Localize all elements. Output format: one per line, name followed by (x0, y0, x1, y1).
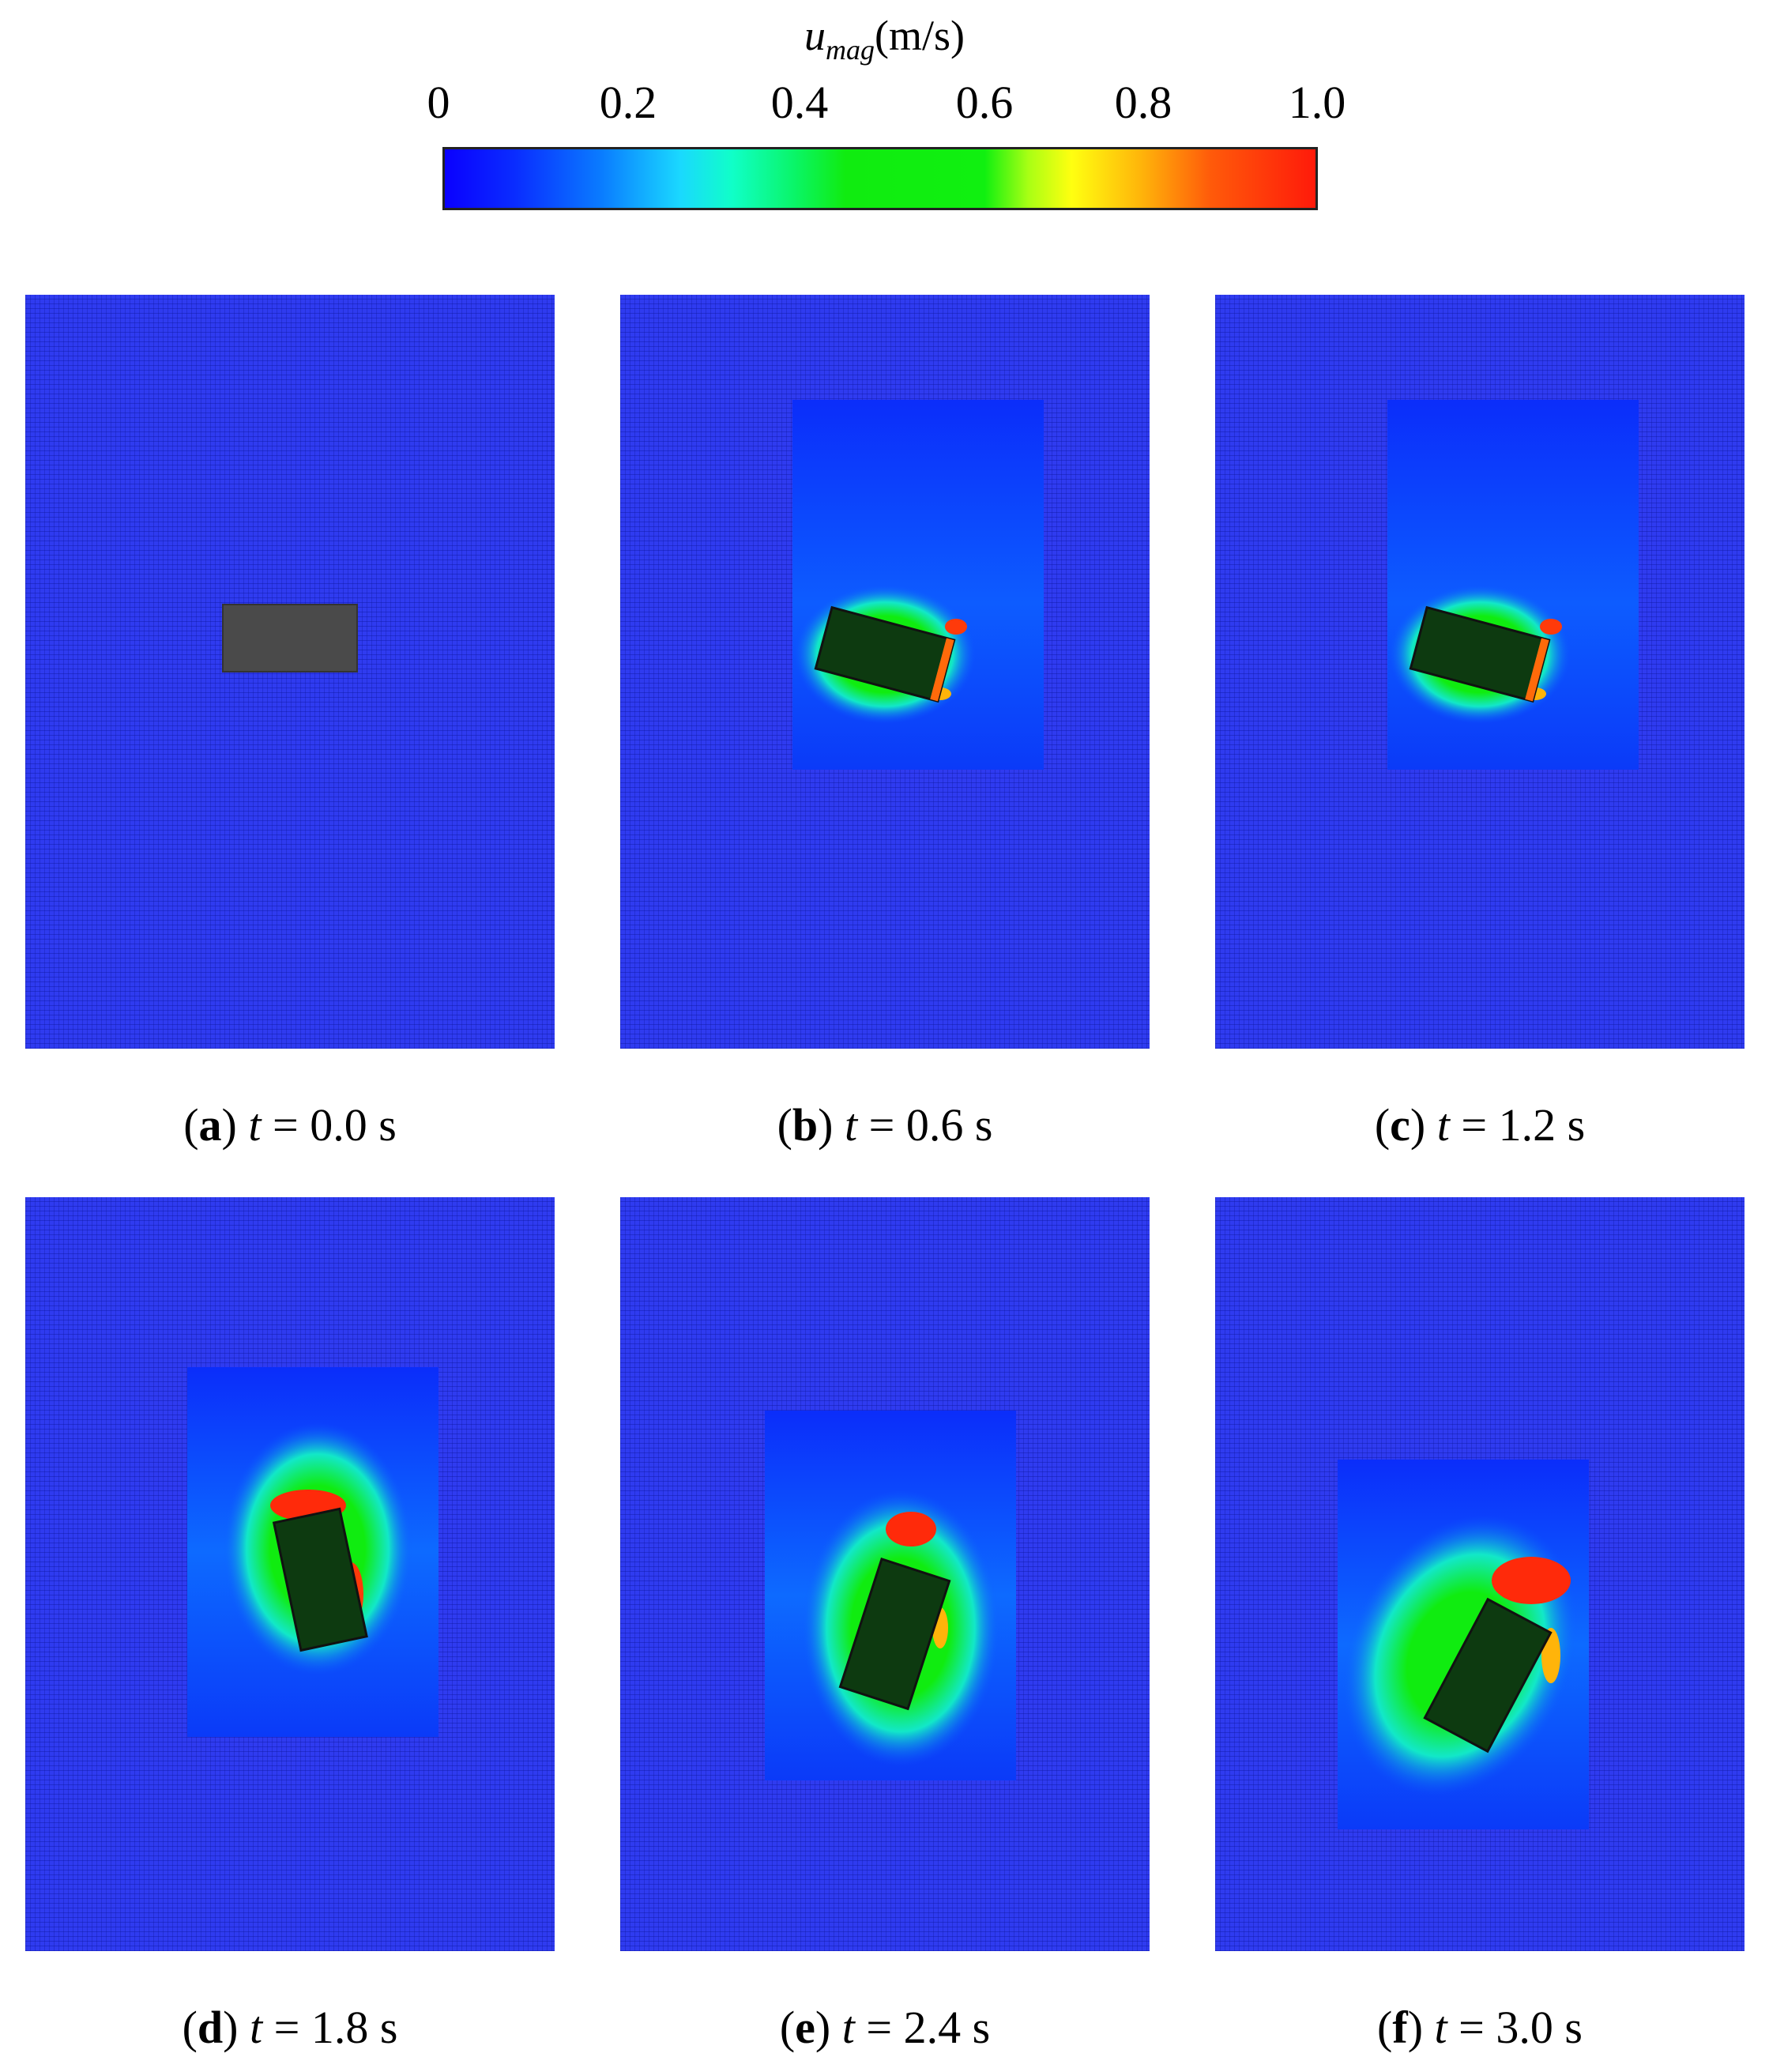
colorbar-variable: u (804, 12, 826, 59)
floating-body (1409, 605, 1551, 703)
high-velocity-spot (945, 619, 967, 635)
high-velocity-spot (886, 1512, 936, 1546)
caption-d: (d) t = 1.8 s (182, 2002, 398, 2053)
panel-c-flow-field (1215, 295, 1745, 1049)
panel-b-flow-field (620, 295, 1150, 1049)
colorbar-gradient (442, 147, 1318, 210)
colorbar-tick: 0.2 (599, 77, 657, 128)
floating-body (1423, 1597, 1553, 1754)
panel-d-flow-field (25, 1197, 555, 1951)
high-velocity-spot (1492, 1557, 1571, 1604)
caption-c: (c) t = 1.2 s (1374, 1099, 1586, 1151)
colorbar-tick: 0.6 (955, 77, 1014, 128)
colorbar-tick: 0.4 (770, 77, 829, 128)
floating-body (222, 604, 358, 672)
high-velocity-spot (1540, 619, 1562, 635)
caption-e: (e) t = 2.4 s (779, 2002, 991, 2053)
panel-e-plot (765, 1411, 1016, 1780)
floating-body (272, 1507, 368, 1652)
floating-body (838, 1557, 951, 1711)
panel-b-plot (792, 400, 1044, 770)
panel-f-flow-field (1215, 1197, 1745, 1951)
panel-a-flow-field (25, 295, 555, 1049)
panel-e-flow-field (620, 1197, 1150, 1951)
panel-f-plot (1338, 1460, 1589, 1829)
panel-c-plot (1387, 400, 1639, 770)
caption-a: (a) t = 0.0 s (183, 1099, 397, 1151)
colorbar-title: umag(m/s) (0, 11, 1769, 66)
caption-f: (f) t = 3.0 s (1377, 2002, 1583, 2053)
colorbar-tick: 0.8 (1114, 77, 1172, 128)
panel-a-plot (222, 604, 358, 672)
caption-b: (b) t = 0.6 s (777, 1099, 993, 1151)
colorbar-tick: 1.0 (1288, 77, 1346, 128)
panel-d-plot (187, 1367, 438, 1737)
colorbar-unit: (m/s) (875, 12, 965, 59)
colorbar-tick: 0 (427, 77, 450, 128)
floating-body (814, 605, 956, 703)
colorbar-ticks: 0 0.2 0.4 0.6 0.8 1.0 (0, 76, 1769, 131)
colorbar-subscript: mag (826, 33, 875, 66)
